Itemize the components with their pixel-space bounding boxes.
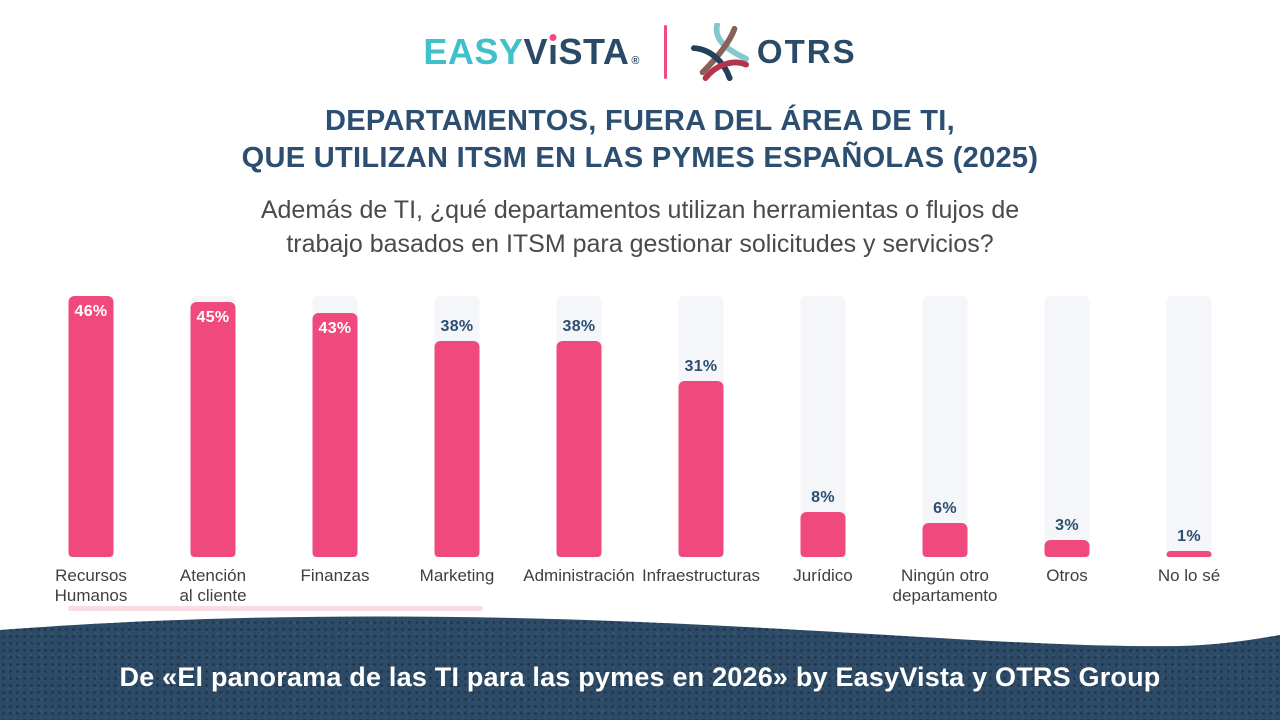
page-subtitle-line2: trabajo basados en ITSM para gestionar s… bbox=[286, 229, 994, 258]
bar-column: 1% bbox=[1128, 296, 1250, 557]
bar bbox=[68, 296, 114, 557]
easyvista-i-dot bbox=[549, 34, 557, 41]
bar-value-label: 43% bbox=[318, 320, 352, 337]
bar-value-label: 31% bbox=[684, 358, 718, 375]
bar-track bbox=[1166, 296, 1212, 557]
bar-value-label: 45% bbox=[196, 309, 230, 326]
bar bbox=[434, 341, 480, 557]
bar bbox=[190, 302, 236, 557]
bar-chart: 46% 45% 43% 38% 38% 31% 8% 6% 3% 1% bbox=[30, 296, 1250, 557]
bar-column: 38% bbox=[518, 296, 640, 557]
category-label: Ningún otro departamento bbox=[892, 566, 998, 606]
bar-column: 31% bbox=[640, 296, 762, 557]
bar-column: 43% bbox=[274, 296, 396, 557]
otrs-logo: OTRS bbox=[690, 23, 857, 81]
bar-value-label: 6% bbox=[933, 500, 957, 517]
registered-mark: ® bbox=[631, 55, 640, 67]
footer-source-text: De «El panorama de las TI para las pymes… bbox=[119, 662, 1161, 692]
bar bbox=[312, 313, 358, 557]
bar bbox=[922, 523, 968, 557]
bar-column: 8% bbox=[762, 296, 884, 557]
page-title-line1: DEPARTAMENTOS, FUERA DEL ÁREA DE TI, bbox=[324, 105, 956, 137]
bar-column: 38% bbox=[396, 296, 518, 557]
wave-accent bbox=[68, 606, 483, 611]
bar-track bbox=[922, 296, 968, 557]
page-title-line2: QUE UTILIZAN ITSM EN LAS PYMES ESPAÑOLAS… bbox=[241, 142, 1039, 175]
bar-value-label: 38% bbox=[562, 318, 596, 335]
category-labels: Recursos Humanos Atención al cliente Finan… bbox=[30, 566, 1250, 606]
bar-value-label: 3% bbox=[1055, 517, 1079, 534]
bar-column: 46% bbox=[30, 296, 152, 557]
easyvista-logo-navy-post: STA bbox=[558, 31, 630, 72]
easyvista-logo-i: ı bbox=[547, 31, 559, 72]
category-label: Finanzas bbox=[300, 566, 370, 585]
category-label: Recursos Humanos bbox=[54, 566, 128, 606]
bar bbox=[1044, 540, 1090, 557]
page-subtitle-line1: Además de TI, ¿qué departamentos utiliza… bbox=[260, 196, 1020, 224]
bar-column: 3% bbox=[1006, 296, 1128, 557]
category-label: Jurídico bbox=[793, 566, 853, 585]
bar-column: 45% bbox=[152, 296, 274, 557]
bar-value-label: 38% bbox=[440, 318, 474, 335]
page-title: DEPARTAMENTOS, FUERA DEL ÁREA DE TI, QUE… bbox=[0, 103, 1280, 177]
category-label: No lo sé bbox=[1157, 566, 1221, 585]
otrs-logo-text: OTRS bbox=[756, 33, 857, 70]
bar-column: 6% bbox=[884, 296, 1006, 557]
category-label: Atención al cliente bbox=[179, 566, 247, 606]
category-label: Marketing bbox=[419, 566, 495, 585]
bar bbox=[556, 341, 602, 557]
logo-divider bbox=[663, 25, 667, 79]
bar-value-label: 1% bbox=[1177, 528, 1201, 545]
bar-value-label: 8% bbox=[811, 489, 835, 506]
otrs-star-icon bbox=[690, 23, 749, 81]
footer-banner: De «El panorama de las TI para las pymes… bbox=[0, 612, 1280, 720]
bar bbox=[1166, 551, 1212, 557]
bar bbox=[678, 381, 724, 557]
bar-value-label: 46% bbox=[74, 303, 108, 320]
category-label: Otros bbox=[1046, 566, 1088, 585]
easyvista-logo-teal: EASY bbox=[423, 31, 524, 72]
bar bbox=[800, 512, 846, 557]
page-subtitle: Además de TI, ¿qué departamentos utiliza… bbox=[0, 194, 1280, 262]
bar-track bbox=[1044, 296, 1090, 557]
category-label: Infraestructuras bbox=[641, 566, 761, 585]
easyvista-logo-navy-pre: V bbox=[523, 31, 548, 72]
category-label: Administración bbox=[523, 566, 635, 585]
